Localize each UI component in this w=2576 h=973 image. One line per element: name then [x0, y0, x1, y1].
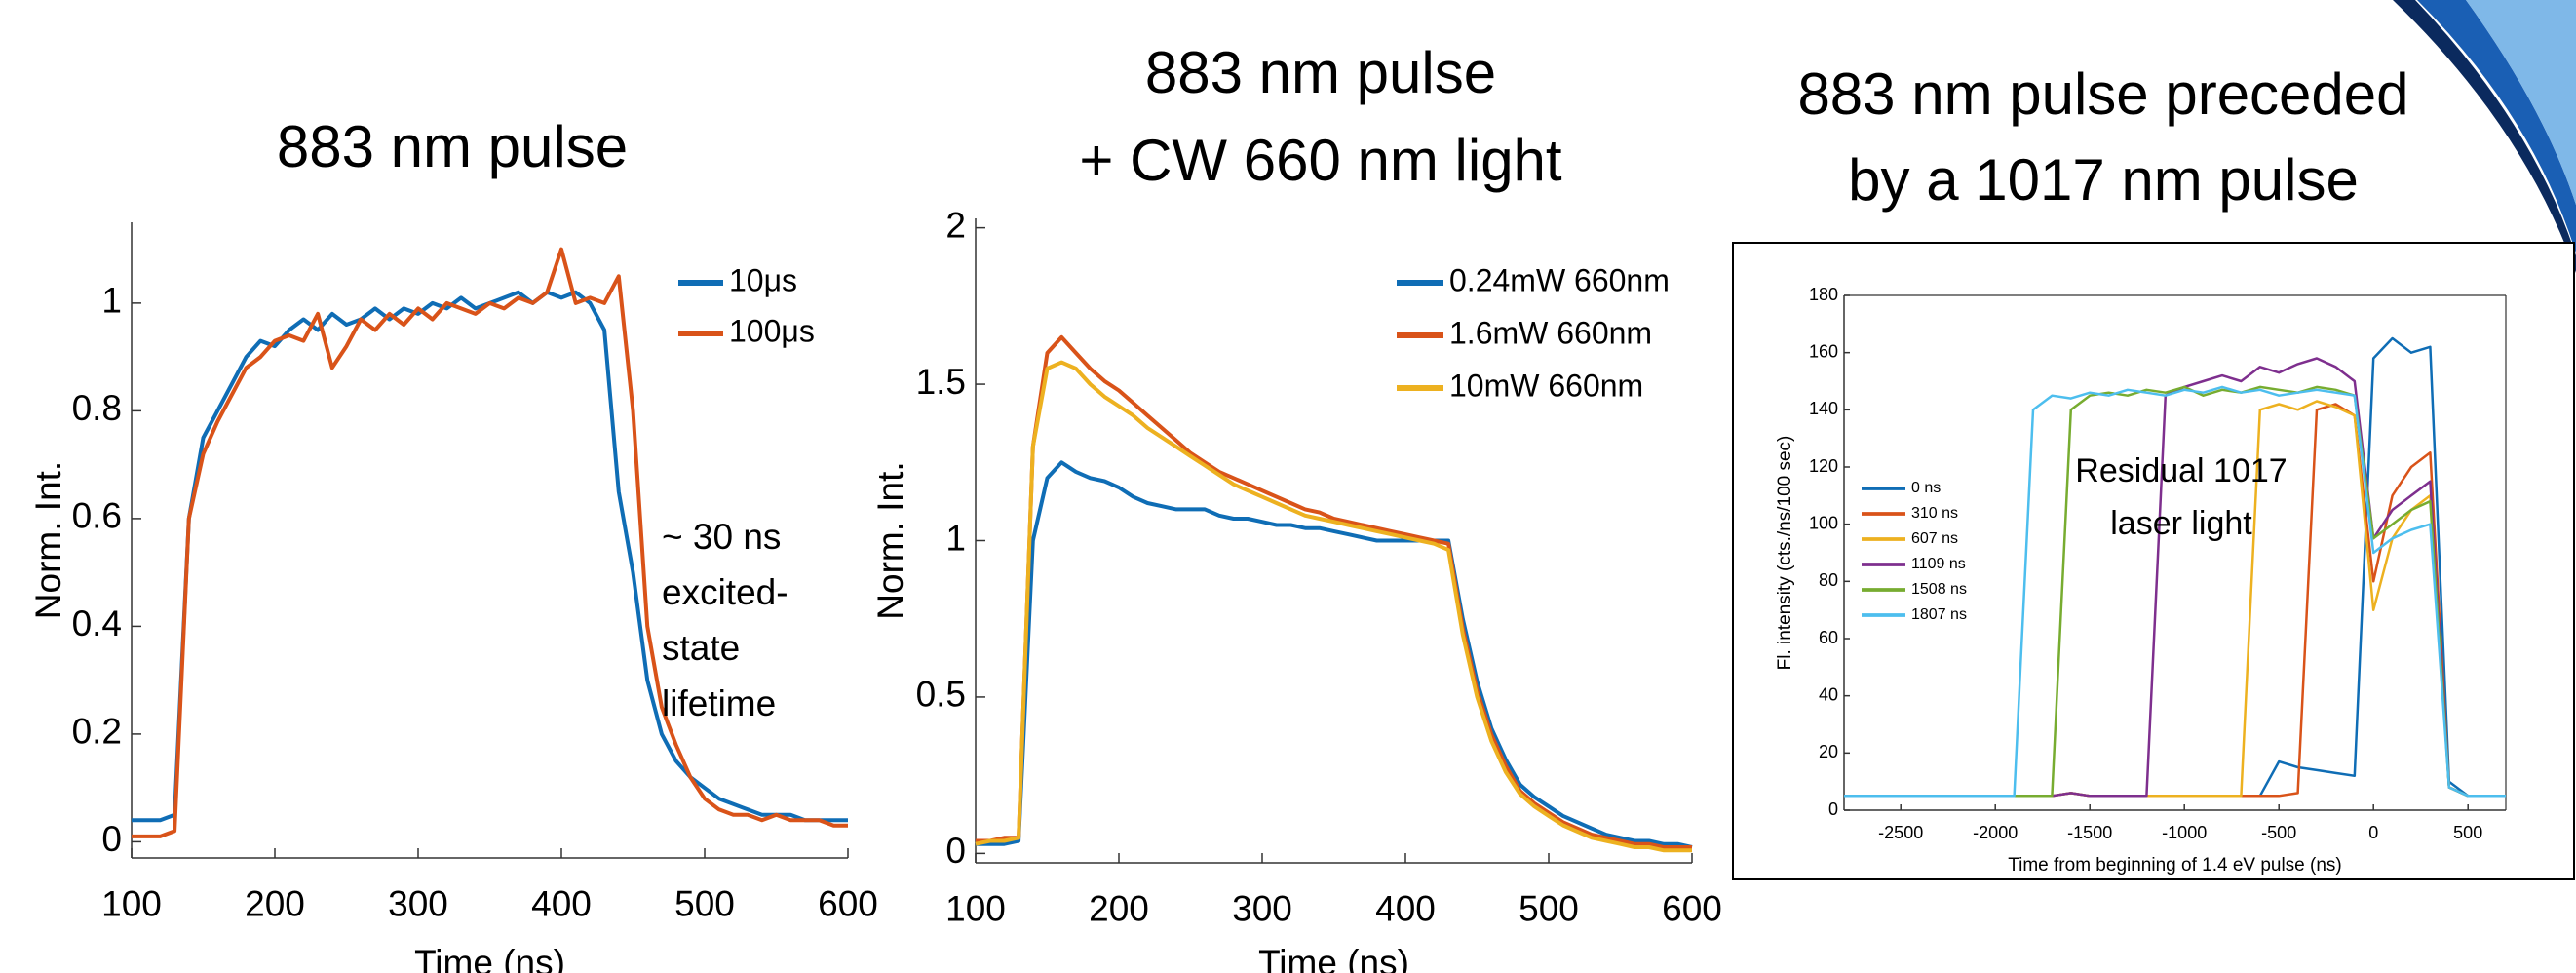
x-axis-label: Time from beginning of 1.4 eV pulse (ns) — [2008, 855, 2342, 876]
legend-label: 1109 ns — [1911, 556, 1966, 572]
y-tick-label: 0.5 — [916, 675, 966, 715]
annotation: Residual 1017 — [2075, 452, 2287, 489]
annotation: state — [662, 628, 740, 668]
y-tick-label: 40 — [1819, 684, 1838, 704]
x-tick-label: -1000 — [2162, 823, 2207, 842]
legend-label: 0.24mW 660nm — [1449, 262, 1670, 297]
y-tick-label: 1 — [945, 518, 966, 558]
y-tick-label: 20 — [1819, 742, 1838, 761]
x-tick-label: 600 — [818, 884, 878, 924]
y-tick-label: 0.4 — [72, 603, 122, 643]
y-axis-label: Norm. Int. — [870, 461, 910, 619]
y-axis-label: Fl. intensity (cts./ns/100 sec) — [1775, 436, 1795, 671]
x-tick-label: 0 — [2368, 823, 2378, 842]
chart-title: 883 nm pulse — [277, 114, 628, 179]
series-line — [1844, 385, 2506, 798]
annotation: lifetime — [662, 683, 776, 723]
legend-label: 0 ns — [1911, 480, 1941, 496]
x-tick-label: 300 — [1232, 889, 1292, 929]
legend-label: 1.6mW 660nm — [1449, 315, 1652, 350]
annotation: excited- — [662, 572, 788, 612]
decor-swoosh-light — [2466, 0, 2576, 205]
legend-label: 310 ns — [1911, 505, 1958, 522]
y-tick-label: 160 — [1809, 341, 1838, 361]
annotation: ~ 30 ns — [662, 517, 781, 557]
x-tick-label: -2000 — [1973, 823, 2018, 842]
chart-title: + CW 660 nm light — [1079, 128, 1562, 193]
decor-swoosh — [2417, 0, 2576, 253]
legend-label: 1807 ns — [1911, 606, 1967, 623]
x-tick-label: -500 — [2261, 823, 2296, 842]
x-tick-label: 500 — [2453, 823, 2482, 842]
x-tick-label: 500 — [674, 884, 735, 924]
y-tick-label: 0 — [945, 831, 966, 871]
y-tick-label: 0.8 — [72, 388, 122, 428]
series-line — [976, 334, 1692, 849]
x-tick-label: 300 — [388, 884, 448, 924]
y-tick-label: 0 — [1828, 799, 1838, 819]
x-axis-label: Time (ns) — [414, 943, 565, 973]
series-line — [975, 360, 1692, 853]
y-tick-label: 1 — [101, 281, 122, 321]
x-tick-label: 500 — [1519, 889, 1579, 929]
y-tick-label: 0.6 — [72, 496, 122, 536]
chart-title: by a 1017 nm pulse — [1848, 147, 2359, 213]
y-tick-label: 0.2 — [72, 712, 122, 752]
y-tick-label: 120 — [1809, 456, 1838, 476]
x-tick-label: 400 — [531, 884, 592, 924]
y-tick-label: 2 — [945, 205, 966, 245]
x-tick-label: 100 — [101, 884, 162, 924]
x-tick-label: -1500 — [2067, 823, 2112, 842]
chart-title: 883 nm pulse — [1145, 40, 1496, 105]
y-tick-label: 180 — [1809, 285, 1838, 304]
y-tick-label: 0 — [101, 819, 122, 859]
y-tick-label: 140 — [1809, 399, 1838, 418]
legend-label: 1508 ns — [1911, 581, 1967, 598]
x-axis-label: Time (ns) — [1258, 943, 1409, 973]
series-line — [132, 247, 848, 838]
legend-label: 607 ns — [1911, 530, 1958, 547]
x-tick-label: 200 — [245, 884, 305, 924]
x-tick-label: 400 — [1375, 889, 1436, 929]
y-tick-label: 80 — [1819, 570, 1838, 590]
legend-label: 10μs — [729, 262, 797, 297]
y-tick-label: 60 — [1819, 628, 1838, 647]
legend-label: 100μs — [729, 313, 815, 348]
y-axis-label: Norm. Int. — [28, 461, 68, 619]
annotation: laser light — [2110, 505, 2252, 542]
chart-title: 883 nm pulse preceded — [1797, 61, 2408, 127]
y-tick-label: 1.5 — [916, 362, 966, 402]
x-tick-label: 100 — [945, 889, 1006, 929]
legend-label: 10mW 660nm — [1449, 368, 1643, 403]
y-tick-label: 100 — [1809, 513, 1838, 532]
x-tick-label: 200 — [1089, 889, 1149, 929]
x-tick-label: 600 — [1662, 889, 1722, 929]
series-line — [976, 460, 1693, 849]
x-tick-label: -2500 — [1878, 823, 1923, 842]
